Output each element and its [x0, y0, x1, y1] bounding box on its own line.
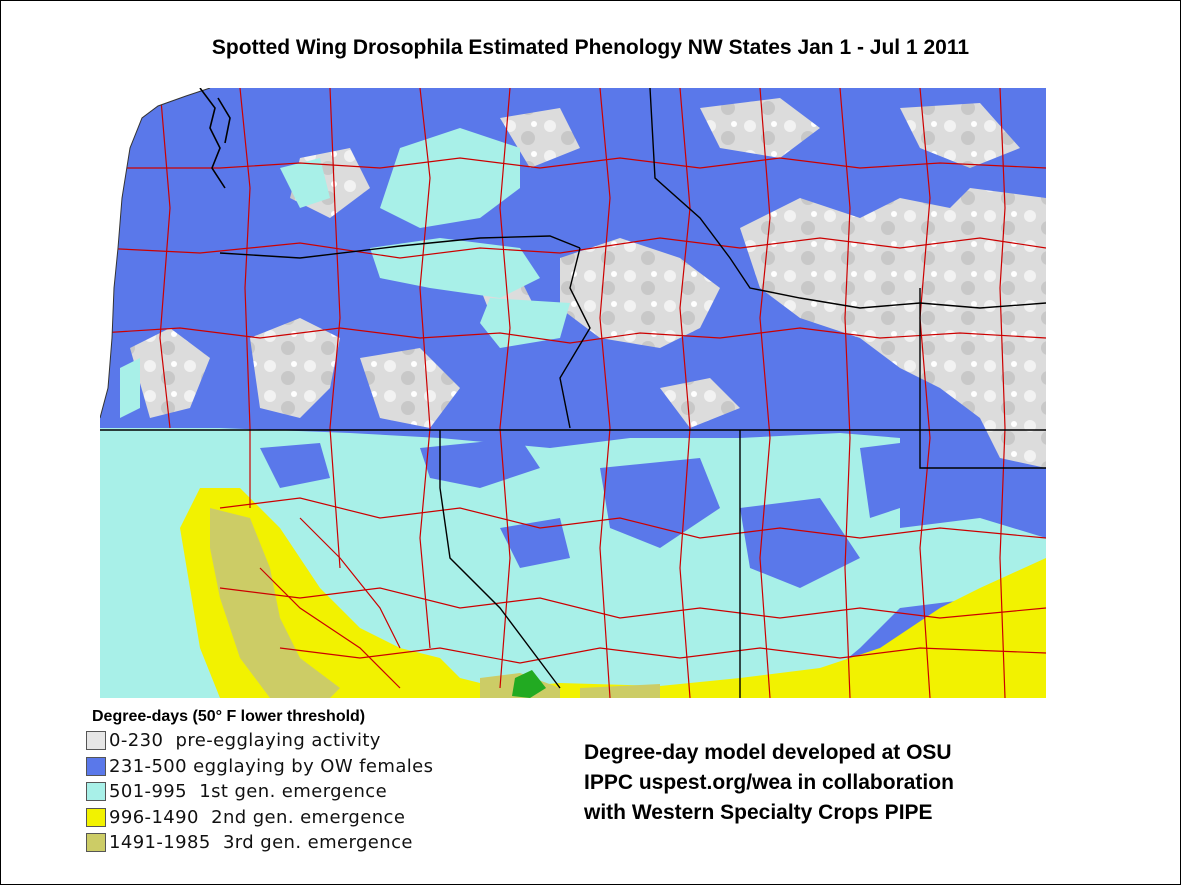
- zone-green-peak: [512, 670, 546, 698]
- legend-item: 231-500 egglaying by OW females: [86, 754, 526, 780]
- legend-item: 0-230 pre-egglaying activity: [86, 728, 526, 754]
- legend: Degree-days (50° F lower threshold) 0-23…: [86, 706, 526, 856]
- legend-label: 996-1490 2nd gen. emergence: [109, 806, 406, 828]
- legend-swatch: [86, 731, 106, 751]
- coastline: [100, 88, 211, 419]
- legend-label: 501-995 1st gen. emergence: [109, 781, 388, 803]
- map-title: Spotted Wing Drosophila Estimated Phenol…: [211, 36, 970, 59]
- puget-sound: [199, 88, 231, 189]
- legend-swatch: [86, 756, 106, 776]
- legend-item: 1491-1985 3rd gen. emergence: [86, 830, 526, 856]
- legend-swatch: [86, 833, 106, 853]
- legend-item: 501-995 1st gen. emergence: [86, 779, 526, 805]
- phenology-map: [100, 88, 1046, 698]
- credits-line: IPPC uspest.org/wea in collaboration: [584, 771, 954, 794]
- legend-item: 996-1490 2nd gen. emergence: [86, 805, 526, 831]
- state-boundaries: [100, 88, 1046, 698]
- credits: Degree-day model developed at OSU IPPC u…: [584, 738, 954, 828]
- zone-231-500-patches: [260, 438, 900, 588]
- credits-line: Degree-day model developed at OSU: [584, 741, 952, 764]
- county-lines: [100, 88, 1046, 698]
- legend-swatch: [86, 807, 106, 827]
- legend-label: 0-230 pre-egglaying activity: [109, 730, 381, 752]
- credits-line: with Western Specialty Crops PIPE: [584, 801, 933, 824]
- legend-label: 231-500 egglaying by OW females: [109, 755, 434, 777]
- legend-label: 1491-1985 3rd gen. emergence: [109, 832, 413, 854]
- legend-swatch: [86, 782, 106, 802]
- legend-title: Degree-days (50° F lower threshold): [92, 708, 366, 725]
